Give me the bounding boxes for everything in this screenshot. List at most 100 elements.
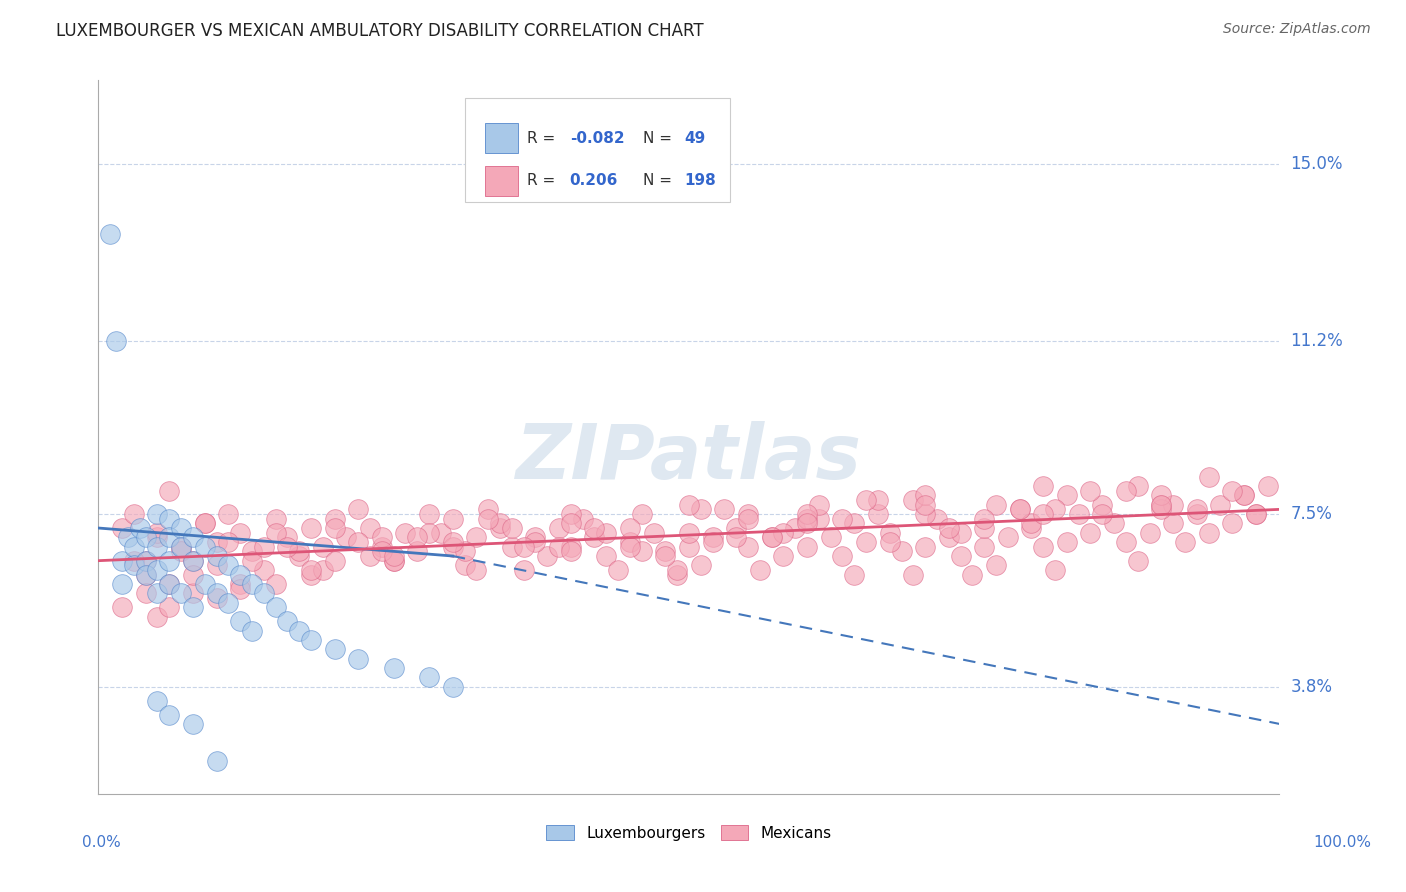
Point: [276, 530, 298, 544]
Point: [1043, 502, 1066, 516]
Point: [1032, 479, 1054, 493]
Point: [135, 554, 157, 568]
Point: [128, 521, 150, 535]
Point: [312, 540, 335, 554]
Point: [1209, 498, 1232, 512]
Point: [323, 554, 346, 568]
FancyBboxPatch shape: [464, 98, 730, 202]
Text: 7.5%: 7.5%: [1291, 505, 1333, 523]
Point: [666, 563, 689, 577]
Point: [949, 549, 972, 563]
Point: [441, 540, 464, 554]
Point: [181, 554, 204, 568]
Point: [453, 558, 475, 573]
Point: [1067, 507, 1090, 521]
Point: [418, 507, 440, 521]
Point: [737, 512, 759, 526]
Point: [382, 661, 405, 675]
Text: R =: R =: [527, 173, 560, 188]
Point: [1056, 535, 1078, 549]
Point: [890, 544, 912, 558]
Point: [217, 507, 239, 521]
Point: [1080, 525, 1102, 540]
Point: [1150, 498, 1173, 512]
Point: [217, 535, 239, 549]
Point: [122, 507, 145, 521]
Point: [796, 507, 818, 521]
Point: [1115, 483, 1137, 498]
Point: [702, 530, 724, 544]
Point: [619, 535, 641, 549]
Point: [264, 525, 287, 540]
Point: [1126, 479, 1149, 493]
Point: [264, 600, 287, 615]
Point: [761, 530, 783, 544]
Point: [418, 670, 440, 684]
Point: [157, 577, 180, 591]
Point: [666, 567, 689, 582]
Point: [477, 502, 499, 516]
Point: [406, 530, 429, 544]
Text: -0.082: -0.082: [569, 131, 624, 145]
Point: [170, 540, 193, 554]
Point: [276, 615, 298, 629]
Point: [359, 521, 381, 535]
Point: [914, 488, 936, 502]
Point: [1091, 498, 1114, 512]
Point: [253, 563, 276, 577]
Point: [276, 540, 298, 554]
Point: [335, 530, 357, 544]
Point: [938, 521, 960, 535]
Point: [157, 483, 180, 498]
Point: [903, 493, 925, 508]
Point: [855, 535, 877, 549]
Point: [288, 624, 311, 638]
Point: [914, 540, 936, 554]
Point: [560, 544, 582, 558]
Point: [146, 540, 169, 554]
Point: [630, 544, 652, 558]
Point: [299, 567, 322, 582]
Point: [181, 567, 204, 582]
Point: [1185, 507, 1208, 521]
Point: [737, 540, 759, 554]
Point: [205, 591, 228, 605]
Point: [323, 521, 346, 535]
Text: N =: N =: [643, 131, 676, 145]
Point: [630, 507, 652, 521]
Point: [194, 540, 217, 554]
Point: [441, 512, 464, 526]
Text: 49: 49: [685, 131, 706, 145]
Point: [288, 549, 311, 563]
Point: [678, 498, 700, 512]
Point: [536, 549, 558, 563]
Point: [524, 530, 547, 544]
Text: 3.8%: 3.8%: [1291, 678, 1333, 696]
Point: [371, 530, 394, 544]
Point: [170, 586, 193, 600]
Point: [973, 521, 995, 535]
Point: [796, 512, 818, 526]
Text: Source: ZipAtlas.com: Source: ZipAtlas.com: [1223, 22, 1371, 37]
Point: [170, 540, 193, 554]
Point: [465, 563, 488, 577]
Point: [619, 540, 641, 554]
Point: [1150, 502, 1173, 516]
Text: ZIPatlas: ZIPatlas: [516, 422, 862, 495]
Text: 15.0%: 15.0%: [1291, 155, 1343, 173]
Point: [465, 530, 488, 544]
Point: [1185, 502, 1208, 516]
Point: [1080, 483, 1102, 498]
Point: [453, 544, 475, 558]
Point: [583, 521, 606, 535]
Point: [170, 521, 193, 535]
Point: [253, 586, 276, 600]
Point: [146, 563, 169, 577]
Point: [1021, 516, 1043, 531]
Point: [796, 516, 818, 531]
Point: [1056, 488, 1078, 502]
Point: [122, 554, 145, 568]
Point: [844, 567, 866, 582]
Point: [973, 540, 995, 554]
Text: 11.2%: 11.2%: [1291, 333, 1343, 351]
